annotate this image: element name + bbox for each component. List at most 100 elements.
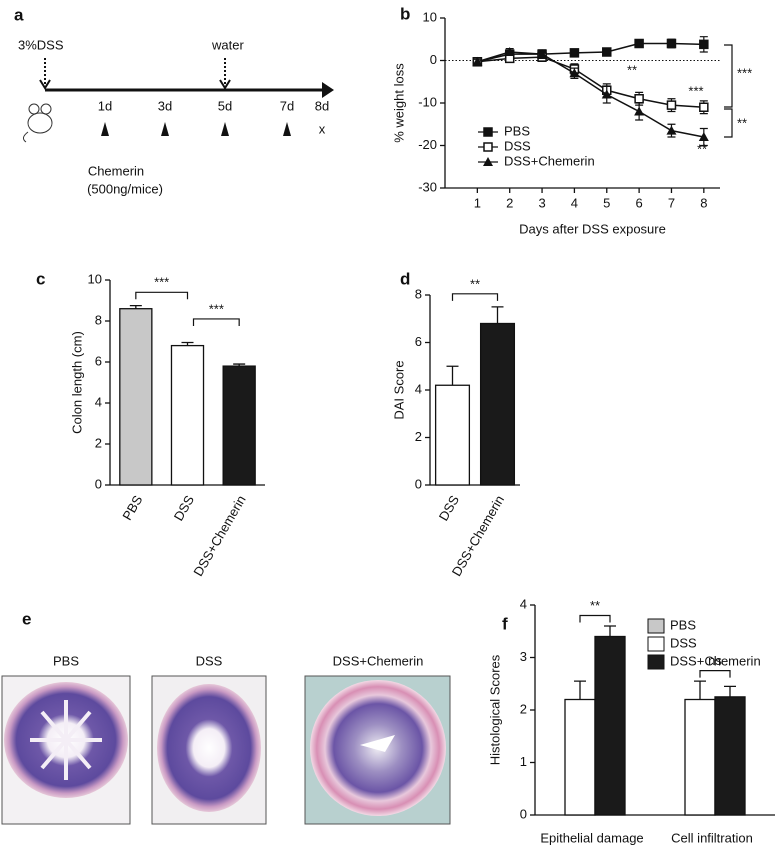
injection-mark bbox=[101, 122, 109, 136]
significance-bracket bbox=[135, 291, 189, 300]
bar bbox=[594, 635, 626, 816]
y-tick-label: 0 bbox=[430, 52, 437, 67]
series-line bbox=[477, 56, 704, 108]
marker bbox=[537, 49, 548, 59]
marker bbox=[504, 47, 515, 56]
significance-bracket bbox=[192, 318, 240, 326]
x-tick-label: 6 bbox=[636, 195, 643, 210]
marker bbox=[666, 38, 677, 49]
annotation: *** bbox=[209, 301, 224, 316]
annotation: ** bbox=[737, 115, 747, 130]
significance-bracket bbox=[451, 293, 499, 301]
x-tick-label: PBS bbox=[119, 492, 145, 522]
x-tick-label: 1 bbox=[474, 195, 481, 210]
y-tick-label: 2 bbox=[95, 435, 102, 450]
y-tick-label: 8 bbox=[95, 312, 102, 327]
marker bbox=[483, 127, 493, 137]
day-label: 8d bbox=[315, 98, 329, 113]
marker bbox=[666, 125, 677, 135]
y-axis-label: Histological Scores bbox=[487, 654, 502, 765]
day-label: 5d bbox=[218, 98, 232, 113]
injection-mark bbox=[161, 122, 169, 136]
legend-swatch bbox=[647, 636, 665, 652]
marker bbox=[569, 68, 580, 78]
y-tick-label: -20 bbox=[418, 137, 437, 152]
marker bbox=[483, 157, 493, 166]
image-label: DSS+Chemerin bbox=[333, 653, 424, 668]
bar bbox=[714, 696, 746, 816]
y-tick-label: -10 bbox=[418, 94, 437, 109]
legend-label: DSS+Chemerin bbox=[670, 653, 761, 668]
annotation: *** bbox=[154, 275, 169, 290]
significance-bracket bbox=[579, 614, 611, 623]
x-tick-label: 5 bbox=[603, 195, 610, 210]
y-tick-label: 2 bbox=[415, 429, 422, 444]
start-label: 3%DSS bbox=[18, 37, 64, 52]
panel-letter: d bbox=[400, 269, 410, 288]
day-label: 3d bbox=[158, 98, 172, 113]
legend-swatch bbox=[647, 654, 665, 670]
marker bbox=[634, 38, 644, 49]
legend-label: PBS bbox=[504, 123, 530, 138]
y-axis-label: DAI Score bbox=[391, 360, 406, 419]
day-label: 1d bbox=[98, 98, 112, 113]
end-mark: x bbox=[319, 121, 326, 136]
legend-label: DSS+Chemerin bbox=[504, 153, 595, 168]
y-axis-label: % weight loss bbox=[391, 63, 406, 143]
x-tick-label: Epithelial damage bbox=[540, 830, 643, 845]
panel-letter: a bbox=[14, 5, 24, 24]
annotation: *** bbox=[688, 83, 703, 98]
y-tick-label: 0 bbox=[520, 806, 527, 821]
injection-mark bbox=[283, 122, 291, 136]
x-tick-label: 7 bbox=[668, 195, 675, 210]
y-tick-label: 0 bbox=[415, 476, 422, 491]
legend-label: DSS bbox=[504, 138, 531, 153]
x-tick-label: Cell infiltration bbox=[671, 830, 753, 845]
error-bar bbox=[574, 680, 586, 700]
x-tick-label: 2 bbox=[506, 195, 513, 210]
y-tick-label: 1 bbox=[520, 754, 527, 769]
legend-swatch bbox=[647, 618, 665, 634]
dose-label: (500ng/mice) bbox=[87, 181, 163, 196]
significance-bracket bbox=[724, 44, 733, 108]
y-tick-label: -30 bbox=[418, 179, 437, 194]
y-tick-label: 10 bbox=[88, 271, 102, 286]
legend-label: PBS bbox=[670, 617, 696, 632]
annotation: ** bbox=[697, 141, 707, 156]
water-arrow-head bbox=[219, 79, 231, 90]
y-tick-label: 4 bbox=[520, 596, 527, 611]
marker bbox=[601, 89, 612, 99]
marker bbox=[483, 142, 493, 152]
error-bar bbox=[446, 365, 459, 386]
marker bbox=[699, 39, 709, 50]
x-tick-label: DSS+Chemerin bbox=[190, 493, 248, 579]
marker bbox=[472, 56, 483, 66]
bar bbox=[119, 308, 153, 486]
image-label: DSS bbox=[196, 653, 223, 668]
image-label: PBS bbox=[53, 653, 79, 668]
annotation: ** bbox=[470, 276, 480, 291]
y-tick-label: 6 bbox=[95, 353, 102, 368]
histology-image bbox=[151, 675, 267, 825]
x-tick-label: 3 bbox=[538, 195, 545, 210]
marker bbox=[699, 102, 709, 112]
marker bbox=[666, 100, 677, 110]
annotation: ns bbox=[708, 653, 722, 668]
marker bbox=[634, 106, 645, 116]
x-tick-label: 4 bbox=[571, 195, 578, 210]
bar bbox=[434, 384, 471, 486]
panel-letter: b bbox=[400, 4, 410, 23]
timeline-arrow-head bbox=[322, 82, 334, 98]
day-label: 7d bbox=[280, 98, 294, 113]
bar bbox=[564, 698, 596, 816]
y-tick-label: 4 bbox=[415, 381, 422, 396]
y-tick-label: 10 bbox=[423, 9, 437, 24]
error-bar bbox=[491, 306, 504, 324]
y-tick-label: 0 bbox=[95, 476, 102, 491]
bar bbox=[170, 344, 205, 486]
histology-image bbox=[1, 675, 131, 825]
legend-label: DSS bbox=[670, 635, 697, 650]
y-axis-label: Colon length (cm) bbox=[69, 331, 84, 434]
bar bbox=[222, 365, 256, 486]
